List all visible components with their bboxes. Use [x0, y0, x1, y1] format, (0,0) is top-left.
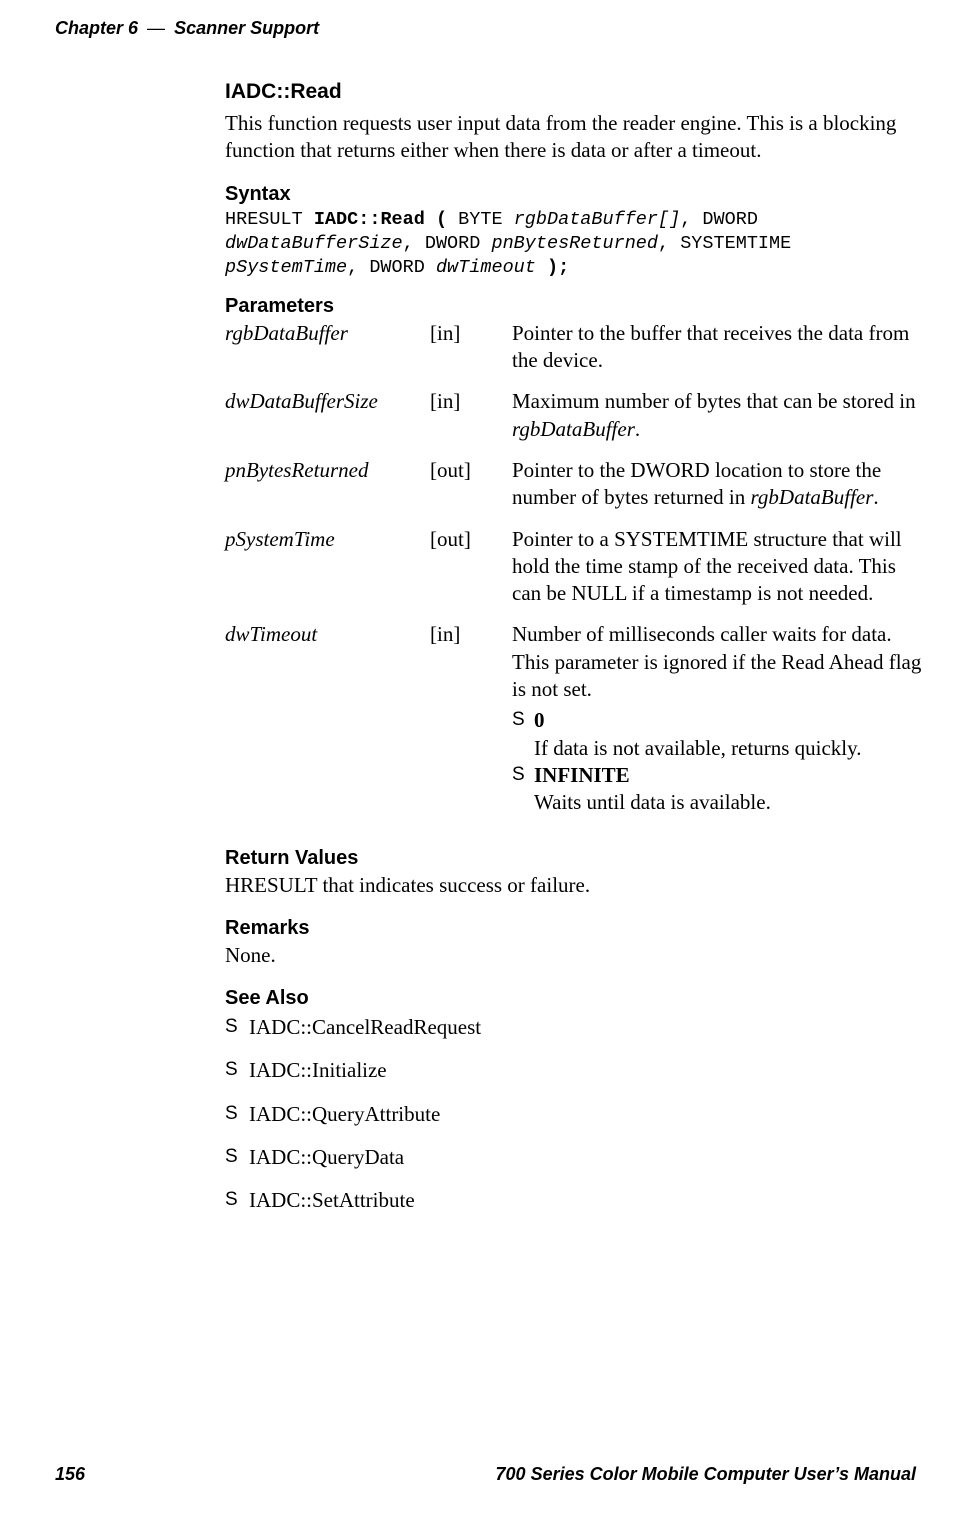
page: Chapter 6 — Scanner Support IADC::Read T…: [0, 0, 971, 1519]
param-desc: Number of milliseconds caller waits for …: [512, 621, 925, 830]
see-also-item: IADC::CancelReadRequest: [225, 1014, 925, 1041]
see-also-list: IADC::CancelReadRequest IADC::Initialize…: [225, 1014, 925, 1214]
code-text: , DWORD: [403, 233, 492, 254]
code-text: HRESULT: [225, 209, 314, 230]
param-subitem: 0 If data is not available, returns quic…: [512, 707, 925, 762]
param-name: dwTimeout: [225, 621, 430, 830]
param-row: dwDataBufferSize [in] Maximum number of …: [225, 388, 925, 457]
see-also-text: IADC::Initialize: [249, 1058, 387, 1082]
param-subitem-text: Waits until data is available.: [534, 790, 771, 814]
param-desc: Pointer to the DWORD location to store t…: [512, 457, 925, 526]
page-number: 156: [55, 1464, 85, 1485]
function-description: This function requests user input data f…: [225, 110, 925, 165]
parameters-table: rgbDataBuffer [in] Pointer to the buffer…: [225, 320, 925, 831]
code-param: pSystemTime: [225, 257, 347, 278]
param-desc: Pointer to the buffer that receives the …: [512, 320, 925, 389]
syntax-code: HRESULT IADC::Read ( BYTE rgbDataBuffer[…: [225, 208, 925, 281]
header-left: Chapter 6 — Scanner Support: [55, 18, 319, 39]
param-row: rgbDataBuffer [in] Pointer to the buffer…: [225, 320, 925, 389]
running-header: Chapter 6 — Scanner Support: [55, 18, 916, 39]
param-desc-text: Maximum number of bytes that can be stor…: [512, 389, 916, 413]
code-param: dwTimeout: [436, 257, 536, 278]
code-param: dwDataBufferSize: [225, 233, 403, 254]
code-text: , SYSTEMTIME: [658, 233, 791, 254]
remarks-heading: Remarks: [225, 917, 925, 940]
code-text: [536, 257, 547, 278]
see-also-text: IADC::SetAttribute: [249, 1188, 415, 1212]
param-name: pnBytesReturned: [225, 457, 430, 526]
footer-title: 700 Series Color Mobile Computer User’s …: [496, 1464, 916, 1485]
param-dir: [out]: [430, 526, 512, 622]
header-title: Scanner Support: [174, 18, 319, 38]
param-subitem: INFINITE Waits until data is available.: [512, 762, 925, 817]
code-param: rgbDataBuffer[]: [514, 209, 681, 230]
header-chapter: Chapter 6: [55, 18, 138, 38]
see-also-item: IADC::QueryData: [225, 1144, 925, 1171]
param-name: rgbDataBuffer: [225, 320, 430, 389]
see-also-item: IADC::SetAttribute: [225, 1187, 925, 1214]
param-dir: [in]: [430, 388, 512, 457]
see-also-item: IADC::QueryAttribute: [225, 1101, 925, 1128]
syntax-heading: Syntax: [225, 183, 925, 206]
code-text: , DWORD: [347, 257, 436, 278]
param-desc-em: rgbDataBuffer: [751, 485, 874, 509]
param-desc: Pointer to a SYSTEMTIME structure that w…: [512, 526, 925, 622]
param-desc: Maximum number of bytes that can be stor…: [512, 388, 925, 457]
param-dir: [out]: [430, 457, 512, 526]
param-row: pnBytesReturned [out] Pointer to the DWO…: [225, 457, 925, 526]
param-name: pSystemTime: [225, 526, 430, 622]
header-sep: —: [147, 18, 165, 38]
param-desc-em: rgbDataBuffer: [512, 417, 635, 441]
function-name: IADC::Read: [225, 80, 925, 104]
param-dir: [in]: [430, 320, 512, 389]
param-desc-text: .: [873, 485, 878, 509]
content-area: IADC::Read This function requests user i…: [225, 80, 925, 1231]
param-row: dwTimeout [in] Number of milliseconds ca…: [225, 621, 925, 830]
param-subitem-label: 0: [534, 708, 545, 732]
running-footer: 156 700 Series Color Mobile Computer Use…: [55, 1464, 916, 1485]
param-subitem-text: If data is not available, returns quickl…: [534, 736, 862, 760]
parameters-heading: Parameters: [225, 295, 925, 318]
param-desc-text: Number of milliseconds caller waits for …: [512, 622, 921, 701]
param-name: dwDataBufferSize: [225, 388, 430, 457]
code-keyword: IADC::Read (: [314, 209, 447, 230]
param-desc-text: .: [635, 417, 640, 441]
param-dir: [in]: [430, 621, 512, 830]
code-text: BYTE: [447, 209, 514, 230]
code-param: pnBytesReturned: [491, 233, 658, 254]
param-subitem-label: INFINITE: [534, 763, 630, 787]
see-also-item: IADC::Initialize: [225, 1057, 925, 1084]
remarks-text: None.: [225, 942, 925, 969]
param-row: pSystemTime [out] Pointer to a SYSTEMTIM…: [225, 526, 925, 622]
code-text: , DWORD: [680, 209, 758, 230]
see-also-text: IADC::CancelReadRequest: [249, 1015, 481, 1039]
see-also-text: IADC::QueryAttribute: [249, 1102, 440, 1126]
param-sublist: 0 If data is not available, returns quic…: [512, 707, 925, 816]
return-values-heading: Return Values: [225, 847, 925, 870]
see-also-heading: See Also: [225, 987, 925, 1010]
code-keyword: );: [547, 257, 569, 278]
return-values-text: HRESULT that indicates success or failur…: [225, 872, 925, 899]
see-also-text: IADC::QueryData: [249, 1145, 404, 1169]
